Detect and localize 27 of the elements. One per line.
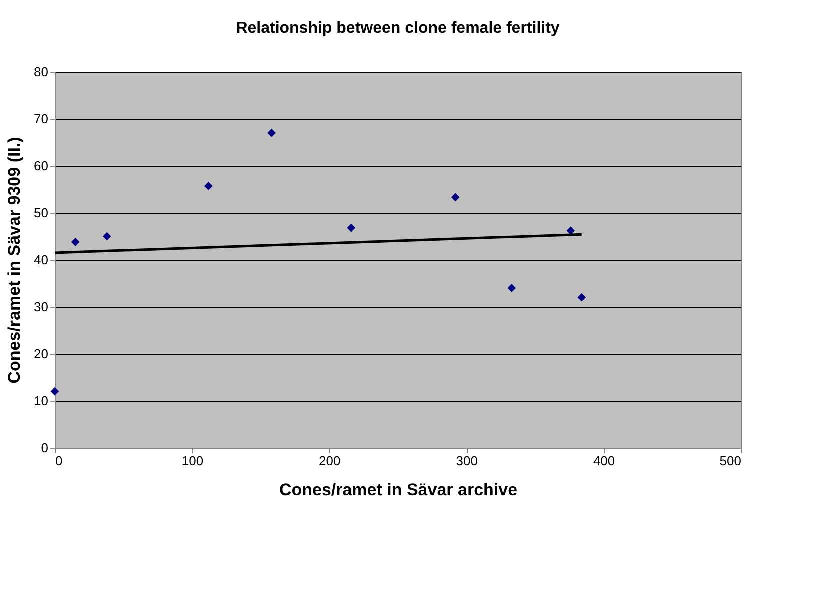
point [268, 128, 276, 138]
point [451, 193, 460, 202]
x-tick-label: 100 [182, 454, 204, 468]
point [578, 293, 586, 302]
point [50, 387, 60, 396]
y-tick-label: 70 [34, 112, 48, 126]
y-tick-label: 10 [34, 394, 48, 408]
x-tick-label: 400 [593, 454, 616, 468]
x-tick-label: 200 [319, 454, 341, 468]
y-tick-label: 80 [34, 64, 48, 80]
point [204, 182, 213, 190]
y-tick-label: 40 [34, 252, 48, 268]
y-tick-label: 30 [34, 300, 48, 314]
y-tick-label: 50 [34, 206, 48, 220]
y-tick-label: 20 [34, 346, 48, 362]
y-tick-label: 60 [34, 158, 48, 174]
x-tick-label: 500 [720, 454, 742, 468]
point [102, 232, 112, 241]
y-axis-title: Cones/ramet in Sävar 9309 (II.) [5, 137, 24, 384]
point [347, 224, 356, 232]
y-tick-label: 0 [41, 440, 48, 456]
point [508, 284, 516, 292]
point [71, 238, 80, 246]
x-tick-label: 0 [56, 454, 63, 468]
chart-title: Relationship between clone female fertility [236, 20, 560, 37]
x-axis-title: Cones/ramet in Sävar archive [279, 480, 518, 500]
x-tick-label: 300 [456, 454, 478, 468]
